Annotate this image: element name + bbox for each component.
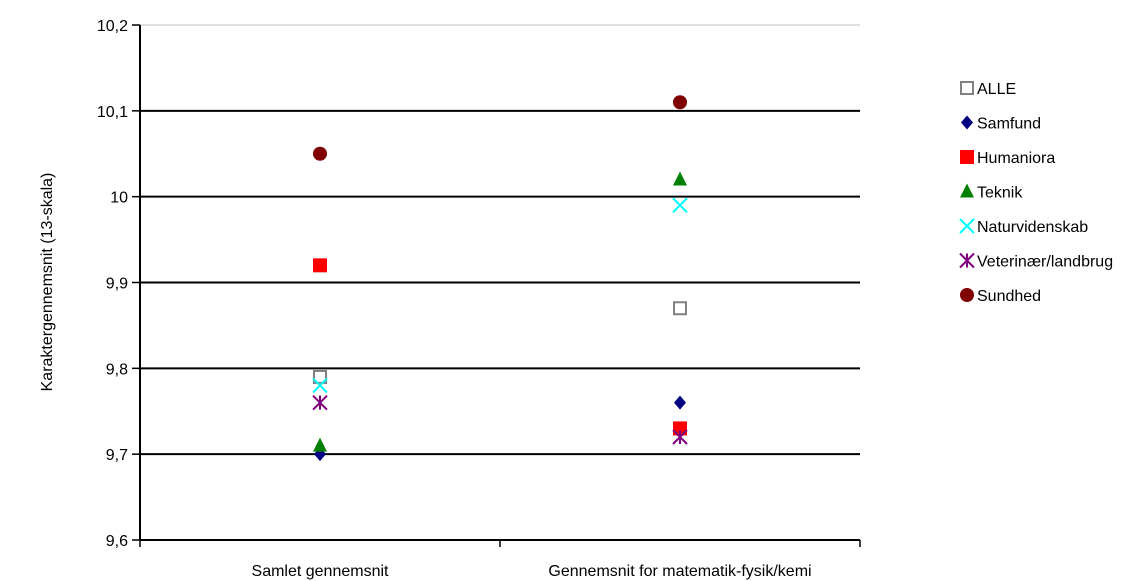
point-humaniora-1 <box>673 421 687 436</box>
legend-item: Sundhed <box>960 288 1041 305</box>
legend-item: ALLE <box>960 81 1016 98</box>
point-veterinær-landbrug-1 <box>672 429 688 445</box>
x-category-label: Gennemsnit for matematik-fysik/kemi <box>548 563 811 580</box>
point-samfund-1 <box>674 395 686 410</box>
category-labels: Samlet gennemsnit Gennemsnit for matemati… <box>252 563 812 580</box>
legend-label: Humaniora <box>977 150 1055 167</box>
legend-marker <box>959 218 975 234</box>
y-tick-label: 9,7 <box>106 447 128 464</box>
x-category-label: Samlet gennemsnit <box>252 563 390 580</box>
legend-marker <box>960 81 974 95</box>
legend-marker <box>959 252 975 269</box>
point-teknik-1 <box>673 171 687 186</box>
y-tick-labels: 9,6 9,7 9,8 9,9 10 10,1 10,2 <box>97 18 128 550</box>
legend-marker <box>960 183 974 198</box>
legend-label: Sundhed <box>977 288 1041 305</box>
point-alle-1 <box>673 301 687 316</box>
point-humaniora-0 <box>313 258 327 273</box>
legend-label: Teknik <box>977 185 1023 202</box>
legend-label: Naturvidenskab <box>977 219 1088 236</box>
y-tick-label: 9,8 <box>106 361 128 378</box>
legend-item: Samfund <box>961 115 1041 133</box>
legend-marker <box>961 115 973 130</box>
point-sundhed-1 <box>673 95 687 110</box>
legend: ALLE Samfund Humaniora Teknik Naturvidenskab… <box>959 81 1113 305</box>
y-tick-label: 9,9 <box>106 276 128 293</box>
legend-item: Teknik <box>960 183 1023 202</box>
point-sundhed-0 <box>313 146 327 161</box>
point-alle-0 <box>313 369 327 384</box>
y-axis-label: Karaktergennemsnit (13-skala) <box>39 173 56 392</box>
legend-marker <box>960 288 974 302</box>
legend-marker <box>960 150 974 164</box>
point-naturvidenskab-1 <box>672 197 688 213</box>
y-tick-label: 10,1 <box>97 104 128 121</box>
legend-item: Naturvidenskab <box>959 218 1088 236</box>
y-tick-label: 9,6 <box>106 533 128 550</box>
legend-label: Veterinær/landbrug <box>977 254 1113 271</box>
legend-item: Humaniora <box>960 150 1055 167</box>
axes <box>132 24 861 547</box>
point-naturvidenskab-0 <box>312 377 328 394</box>
legend-label: ALLE <box>977 81 1016 98</box>
gridlines <box>140 24 860 456</box>
legend-label: Samfund <box>977 116 1041 133</box>
legend-item: Veterinær/landbrug <box>959 252 1113 271</box>
y-tick-label: 10 <box>110 190 128 207</box>
y-tick-label: 10,2 <box>97 18 128 35</box>
point-veterinær-landbrug-0 <box>312 394 328 411</box>
data-points <box>312 95 688 462</box>
point-teknik-0 <box>313 437 327 452</box>
